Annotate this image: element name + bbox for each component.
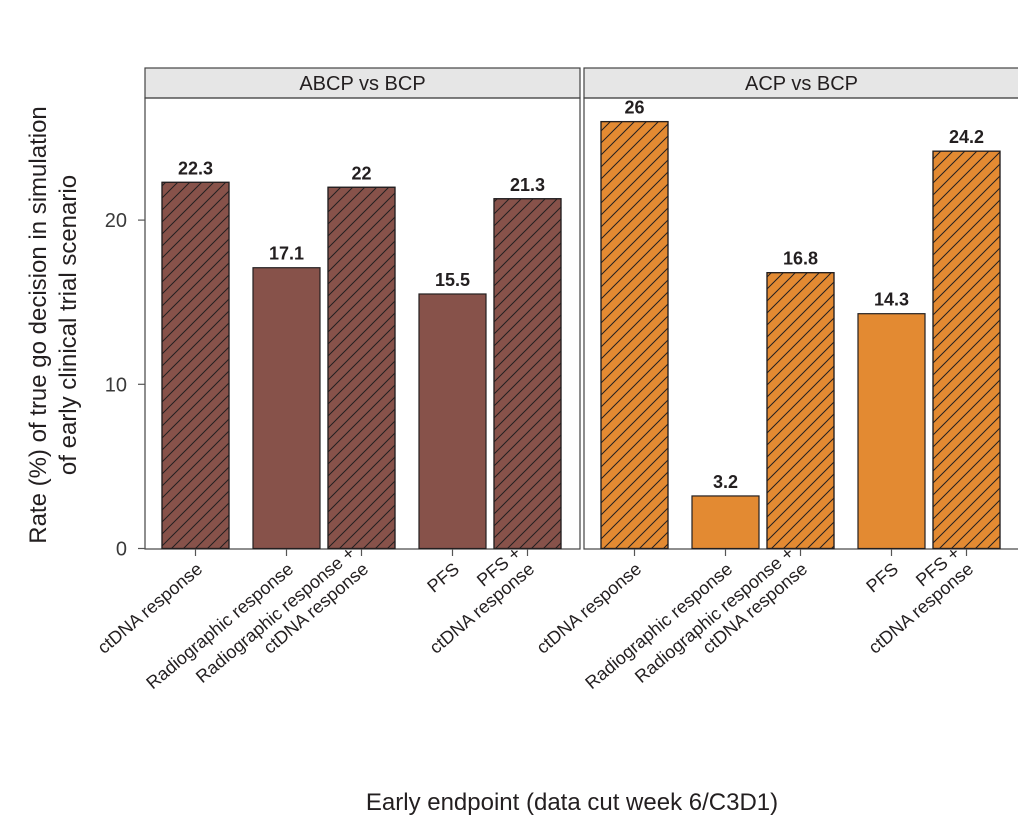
data-label: 15.5 — [435, 270, 470, 290]
data-label: 14.3 — [874, 290, 909, 310]
data-label: 3.2 — [713, 472, 738, 492]
bar-hatch — [932, 150, 1001, 550]
bar-hatch — [493, 198, 562, 550]
y-axis: 0 10 20 — [105, 210, 145, 561]
y-tick-label: 20 — [105, 210, 127, 232]
y-axis-title-line1: Rate (%) of true go decision in simulati… — [25, 106, 52, 544]
bar-hatch — [327, 186, 396, 550]
panel-title: ABCP vs BCP — [299, 73, 425, 95]
data-label: 17.1 — [269, 244, 304, 264]
bar-hatch — [766, 272, 835, 550]
panel-strip — [583, 67, 1018, 99]
bar-hatch — [600, 120, 669, 550]
data-label: 22.3 — [178, 158, 213, 178]
bar — [857, 313, 926, 550]
y-tick-label: 0 — [116, 539, 127, 561]
data-label: 24.2 — [949, 127, 984, 147]
x-axis-title: Early endpoint (data cut week 6/C3D1) — [366, 789, 778, 816]
x-tick-label: PFS — [862, 559, 902, 597]
x-tick-label: PFS +ctDNA response — [851, 543, 977, 658]
x-tick-label: PFS — [423, 559, 463, 597]
y-tick-label: 10 — [105, 374, 127, 396]
x-tick-label: PFS +ctDNA response — [412, 543, 538, 658]
data-label: 16.8 — [783, 249, 818, 269]
panel-title: ACP vs BCP — [745, 73, 858, 95]
y-axis-title-line2: of early clinical trial scenario — [55, 175, 82, 475]
panel-strip — [144, 67, 581, 99]
bar — [691, 495, 760, 550]
bar — [252, 267, 321, 550]
data-label: 21.3 — [510, 175, 545, 195]
data-label: 22 — [351, 163, 371, 183]
bar — [418, 293, 487, 550]
data-label: 26 — [624, 98, 644, 118]
bar-hatch — [161, 181, 230, 550]
